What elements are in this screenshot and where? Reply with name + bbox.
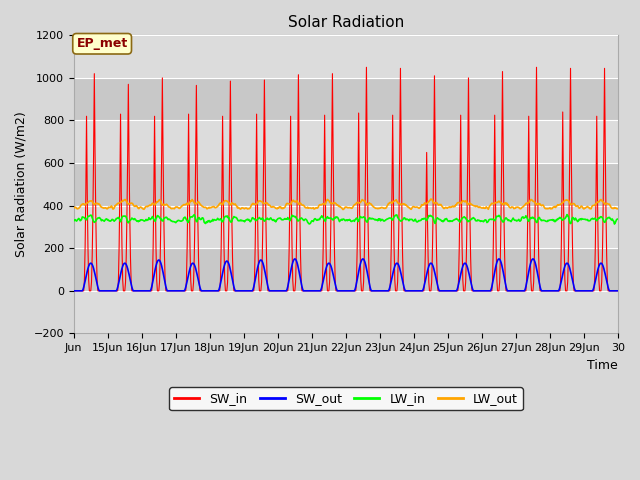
LW_in	[432, 218, 440, 224]
SW_out	[281, 288, 289, 294]
LW_out	[134, 204, 141, 210]
SW_in	[281, 288, 289, 294]
LW_out	[339, 207, 347, 213]
SW_out	[234, 288, 241, 294]
Bar	[74, 205, 618, 248]
SW_out	[403, 288, 410, 294]
LW_in	[260, 218, 268, 224]
LW_in	[401, 216, 409, 222]
Bar	[74, 78, 618, 120]
Legend: SW_in, SW_out, LW_in, LW_out: SW_in, SW_out, LW_in, LW_out	[169, 387, 522, 410]
LW_in	[234, 216, 241, 222]
LW_out	[403, 202, 410, 208]
Bar	[74, 36, 618, 78]
LW_out	[234, 205, 241, 211]
LW_out	[427, 196, 435, 202]
SW_in	[234, 288, 241, 294]
LW_in	[70, 218, 77, 224]
SW_in	[134, 288, 141, 294]
LW_in	[281, 216, 289, 221]
Line: LW_in: LW_in	[74, 215, 618, 224]
SW_in	[433, 253, 440, 259]
LW_in	[614, 216, 621, 222]
SW_out	[433, 278, 440, 284]
SW_out	[291, 256, 299, 262]
Y-axis label: Solar Radiation (W/m2): Solar Radiation (W/m2)	[15, 111, 28, 257]
Bar	[74, 163, 618, 205]
Title: Solar Radiation: Solar Radiation	[288, 15, 404, 30]
SW_in	[363, 64, 371, 70]
SW_out	[614, 288, 621, 294]
Line: SW_in: SW_in	[74, 67, 618, 291]
LW_out	[614, 206, 621, 212]
LW_out	[70, 205, 77, 211]
LW_out	[281, 204, 289, 210]
SW_in	[70, 288, 77, 294]
SW_out	[70, 288, 77, 294]
SW_in	[403, 288, 410, 294]
SW_in	[614, 288, 621, 294]
Bar	[74, 291, 618, 334]
SW_in	[260, 77, 268, 83]
SW_out	[134, 288, 141, 294]
Bar	[74, 248, 618, 291]
Text: EP_met: EP_met	[77, 37, 128, 50]
LW_in	[563, 212, 571, 217]
LW_out	[260, 201, 268, 206]
Line: SW_out: SW_out	[74, 259, 618, 291]
X-axis label: Time: Time	[588, 359, 618, 372]
Bar	[74, 120, 618, 163]
LW_in	[611, 221, 618, 227]
LW_in	[134, 218, 141, 224]
SW_out	[260, 266, 268, 272]
Line: LW_out: LW_out	[74, 199, 618, 210]
LW_out	[433, 201, 441, 206]
